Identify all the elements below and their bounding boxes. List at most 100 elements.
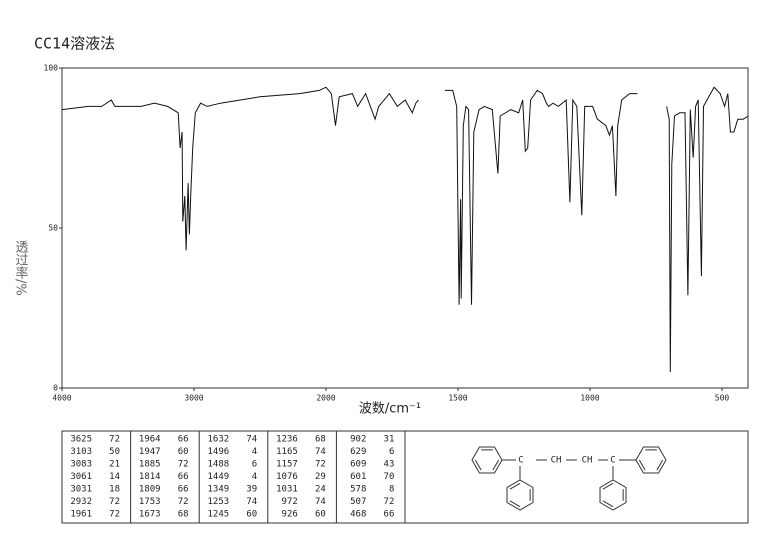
peak-transmittance: 70 — [384, 472, 395, 482]
peak-wavenumber: 1947 — [139, 447, 161, 457]
peak-wavenumber: 1885 — [139, 460, 161, 470]
x-tick-label: 3000 — [184, 394, 203, 403]
double-bond — [602, 500, 614, 508]
y-tick-label: 0 — [53, 384, 58, 393]
peak-transmittance: 39 — [246, 485, 257, 495]
peak-transmittance: 74 — [315, 497, 326, 507]
peak-wavenumber: 609 — [350, 460, 366, 470]
atom-label: C — [518, 456, 523, 466]
chart-title: CC14溶液法 — [34, 35, 115, 53]
peak-transmittance: 60 — [178, 447, 189, 457]
peak-wavenumber: 1961 — [70, 510, 92, 520]
atom-label: C — [610, 456, 615, 466]
double-bond — [602, 482, 614, 490]
peak-transmittance: 14 — [109, 472, 120, 482]
peak-transmittance: 29 — [315, 472, 326, 482]
peak-wavenumber: 1449 — [208, 472, 230, 482]
peak-transmittance: 4 — [252, 447, 257, 457]
x-tick-label: 2000 — [316, 394, 335, 403]
y-tick-label: 50 — [48, 224, 58, 233]
peak-transmittance: 74 — [315, 447, 326, 457]
peak-transmittance: 72 — [109, 435, 120, 445]
x-tick-label: 1500 — [448, 394, 467, 403]
peak-wavenumber: 507 — [350, 497, 366, 507]
peak-transmittance: 72 — [109, 497, 120, 507]
peak-transmittance: 21 — [109, 460, 120, 470]
peak-wavenumber: 1031 — [276, 485, 298, 495]
peak-transmittance: 43 — [384, 460, 395, 470]
peak-wavenumber: 1488 — [208, 460, 230, 470]
y-axis-label: 透过率/% — [13, 240, 29, 296]
x-tick-label: 4000 — [52, 394, 71, 403]
peak-wavenumber: 1673 — [139, 510, 161, 520]
peak-wavenumber: 578 — [350, 485, 366, 495]
peak-transmittance: 6 — [389, 447, 394, 457]
peak-transmittance: 18 — [109, 485, 120, 495]
x-tick-label: 1000 — [580, 394, 599, 403]
peak-wavenumber: 1809 — [139, 485, 161, 495]
peak-transmittance: 72 — [384, 497, 395, 507]
peak-wavenumber: 1964 — [139, 435, 161, 445]
peak-wavenumber: 3031 — [70, 485, 92, 495]
x-axis-label: 波数/cm⁻¹ — [359, 402, 421, 417]
peak-transmittance: 66 — [178, 472, 189, 482]
benzene-ring — [506, 479, 534, 511]
peak-transmittance: 6 — [252, 460, 257, 470]
peak-transmittance: 72 — [315, 460, 326, 470]
peak-transmittance: 72 — [178, 460, 189, 470]
peak-transmittance: 24 — [315, 485, 326, 495]
peak-transmittance: 50 — [109, 447, 120, 457]
peak-wavenumber: 3625 — [70, 435, 92, 445]
double-bond — [492, 459, 500, 471]
peak-transmittance: 72 — [109, 510, 120, 520]
peak-wavenumber: 629 — [350, 447, 366, 457]
peak-wavenumber: 3103 — [70, 447, 92, 457]
peak-wavenumber: 1076 — [276, 472, 298, 482]
double-bond — [509, 482, 521, 490]
peak-wavenumber: 902 — [350, 435, 366, 445]
benzene-ring — [599, 479, 627, 511]
double-bond — [509, 500, 521, 508]
peak-wavenumber: 1496 — [208, 447, 230, 457]
peak-wavenumber: 1236 — [276, 435, 298, 445]
structure-diagram: C CH CH C — [471, 446, 667, 511]
peak-wavenumber: 1349 — [208, 485, 230, 495]
double-bond — [474, 459, 482, 471]
peak-wavenumber: 468 — [350, 510, 366, 520]
peak-transmittance: 68 — [315, 435, 326, 445]
peak-wavenumber: 1157 — [276, 460, 298, 470]
peak-wavenumber: 2932 — [70, 497, 92, 507]
atom-label: CH — [551, 456, 562, 466]
y-tick-label: 100 — [44, 64, 59, 73]
peak-wavenumber: 3061 — [70, 472, 92, 482]
x-tick-label: 500 — [715, 394, 730, 403]
peak-wavenumber: 1632 — [208, 435, 230, 445]
atom-label: CH — [582, 456, 593, 466]
peak-transmittance: 74 — [246, 497, 257, 507]
peak-transmittance: 4 — [252, 472, 257, 482]
peak-wavenumber: 3083 — [70, 460, 92, 470]
peak-transmittance: 60 — [315, 510, 326, 520]
peak-wavenumber: 1253 — [208, 497, 230, 507]
benzene-ring — [471, 446, 503, 474]
peak-wavenumber: 1245 — [208, 510, 230, 520]
peak-transmittance: 66 — [178, 435, 189, 445]
peak-wavenumber: 1814 — [139, 472, 161, 482]
peak-transmittance: 68 — [178, 510, 189, 520]
peak-wavenumber: 1753 — [139, 497, 161, 507]
benzene-ring — [635, 446, 667, 474]
peak-wavenumber: 972 — [282, 497, 298, 507]
peak-transmittance: 74 — [246, 435, 257, 445]
peak-transmittance: 8 — [389, 485, 394, 495]
peak-wavenumber: 926 — [282, 510, 298, 520]
plot-frame — [61, 67, 749, 389]
double-bond — [656, 459, 664, 471]
double-bond — [638, 459, 646, 471]
peak-transmittance: 66 — [384, 510, 395, 520]
peak-transmittance: 66 — [178, 485, 189, 495]
peak-transmittance: 72 — [178, 497, 189, 507]
spectrum-line — [61, 86, 749, 373]
peak-transmittance: 31 — [384, 435, 395, 445]
peak-wavenumber: 601 — [350, 472, 366, 482]
